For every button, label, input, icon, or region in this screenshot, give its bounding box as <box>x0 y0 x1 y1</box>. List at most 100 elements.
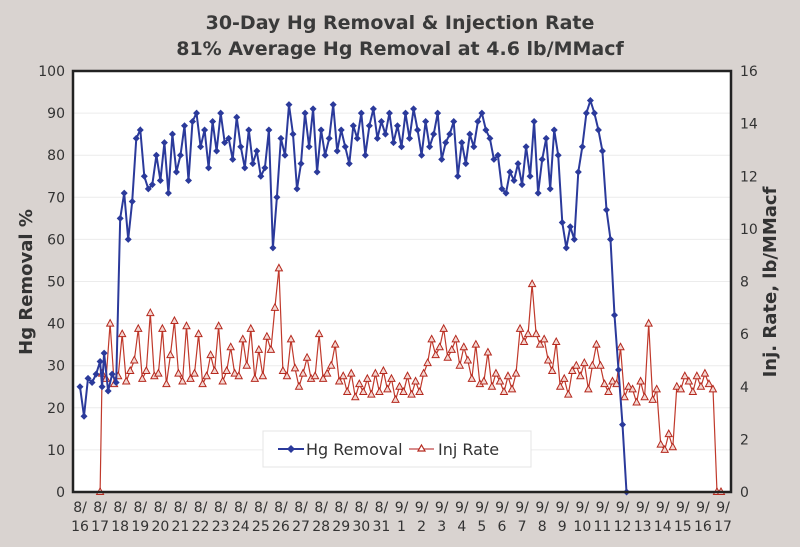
y-tick-label: 50 <box>47 275 65 291</box>
x-tick-label-day: 6 <box>498 519 507 535</box>
y-tick-label: 90 <box>47 106 65 122</box>
y2-tick-label: 10 <box>740 222 758 238</box>
inj-rate-point <box>704 379 714 388</box>
x-tick-label-day: 29 <box>332 519 350 535</box>
x-tick-label-day: 23 <box>212 519 230 535</box>
hg-removal-point <box>474 118 482 126</box>
inj-rate-point <box>580 358 589 367</box>
hg-removal-point <box>289 130 297 138</box>
hg-removal-point <box>514 160 522 168</box>
inj-rate-point <box>174 368 183 377</box>
inj-rate-point <box>656 439 666 448</box>
hg-removal-point <box>414 126 422 134</box>
hg-removal-point <box>562 244 570 252</box>
hg-removal-point <box>205 164 213 172</box>
hg-removal-point <box>160 139 168 147</box>
hg-removal-point <box>281 151 289 159</box>
hg-removal-point <box>241 164 249 172</box>
x-tick-label-month: 9/ <box>515 500 529 516</box>
x-tick-label-day: 17 <box>714 519 732 535</box>
inj-rate-point <box>387 373 396 382</box>
y2-tick-label: 0 <box>740 485 749 501</box>
inj-rate-point <box>628 384 637 393</box>
inj-rate-point <box>592 339 601 348</box>
hg-removal-point <box>185 176 193 184</box>
inj-rate-point <box>463 355 473 364</box>
inj-rate-point <box>262 331 272 340</box>
x-tick-label-month: 8/ <box>214 500 228 516</box>
hg-removal-point <box>619 421 627 429</box>
inj-rate-point <box>423 358 432 367</box>
inj-rate-point <box>290 363 300 372</box>
inj-rate-point <box>575 371 585 380</box>
hg-removal-point <box>293 185 301 193</box>
hg-removal-point <box>369 105 377 113</box>
inj-rate-point <box>555 381 565 390</box>
x-tick-label-day: 8 <box>538 519 547 535</box>
inj-rate-point <box>648 394 658 403</box>
hg-removal-point <box>470 143 478 151</box>
x-tick-label-day: 22 <box>192 519 210 535</box>
x-tick-label-day: 26 <box>272 519 290 535</box>
inj-rate-point <box>367 389 376 398</box>
x-tick-label-month: 8/ <box>154 500 168 516</box>
x-tick-label-day: 12 <box>614 519 632 535</box>
inj-rate-point <box>202 371 211 380</box>
x-tick-label-month: 8/ <box>73 500 87 516</box>
inj-rate-point <box>563 389 573 398</box>
x-tick-label-day: 1 <box>397 519 406 535</box>
inj-rate-point <box>511 368 521 377</box>
legend-box <box>262 430 532 468</box>
hg-removal-point <box>518 181 526 189</box>
hg-removal-point <box>88 379 96 387</box>
y-tick-label: 10 <box>47 443 65 459</box>
x-tick-label-day: 5 <box>477 519 486 535</box>
hg-removal-point <box>381 130 389 138</box>
hg-removal-point <box>108 370 116 378</box>
x-tick-label-month: 9/ <box>475 500 489 516</box>
inj-rate-point <box>210 365 219 374</box>
inj-rate-point <box>471 339 481 348</box>
y-axis-right: 0 2 4 6 8 10 12 14 16 <box>740 64 758 501</box>
hg-removal-point <box>578 143 586 151</box>
hg-removal-point <box>321 151 329 159</box>
inj-rate-point <box>314 329 324 338</box>
hg-removal-point <box>341 143 349 151</box>
inj-rate-point <box>608 376 617 385</box>
x-tick-label-month: 9/ <box>395 500 409 516</box>
inj-rate-point <box>346 368 356 377</box>
hg-removal-point <box>313 168 321 176</box>
hg-removal-point <box>261 164 269 172</box>
inj-rate-point <box>391 394 400 403</box>
hg-removal-point <box>329 101 337 109</box>
hg-removal-point <box>430 130 438 138</box>
hg-removal-point <box>542 134 550 142</box>
inj-rate-point <box>640 392 649 401</box>
x-tick-label-month: 8/ <box>294 500 308 516</box>
inj-rate-point <box>567 365 577 374</box>
inj-rate-point <box>282 371 292 380</box>
x-tick-label-day: 17 <box>91 519 109 535</box>
inj-rate-point <box>644 318 653 327</box>
hg-removal-point <box>245 126 253 134</box>
inj-rate-point <box>535 339 545 348</box>
y-tick-label: 70 <box>47 190 65 206</box>
hg-removal-point <box>357 109 365 117</box>
inj-rate-point <box>491 368 501 377</box>
inj-rate-point <box>559 373 569 382</box>
inj-rate-point <box>431 350 440 359</box>
inj-rate-point <box>350 392 360 401</box>
inj-rate-point <box>254 344 264 353</box>
y2-tick-label: 6 <box>740 327 749 343</box>
inj-rate-point <box>214 321 223 330</box>
inj-rate-point <box>668 442 678 451</box>
x-tick-label-month: 8/ <box>234 500 248 516</box>
hg-removal-point <box>209 118 217 126</box>
hg-removal-point <box>201 126 209 134</box>
hg-removal-point <box>225 134 233 142</box>
inj-rate-point <box>495 376 505 385</box>
hg-removal-point <box>558 219 566 227</box>
inj-rate-point <box>117 329 127 338</box>
x-tick-label-month: 8/ <box>274 500 288 516</box>
x-tick-label-day: 13 <box>634 519 652 535</box>
